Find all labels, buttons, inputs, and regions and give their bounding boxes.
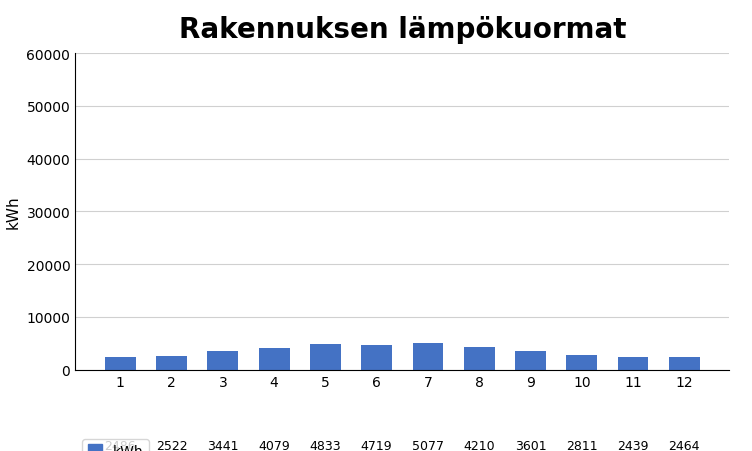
- Text: 2486: 2486: [105, 439, 136, 451]
- Bar: [156, 357, 187, 370]
- Title: Rakennuksen lämpökuormat: Rakennuksen lämpökuormat: [178, 15, 626, 43]
- Bar: [208, 352, 238, 370]
- Text: 2439: 2439: [617, 439, 649, 451]
- Bar: [413, 343, 444, 370]
- Bar: [515, 351, 546, 370]
- Text: 2464: 2464: [669, 439, 700, 451]
- Bar: [361, 345, 392, 370]
- Text: 3601: 3601: [514, 439, 546, 451]
- Y-axis label: kWh: kWh: [6, 195, 21, 229]
- Text: 4833: 4833: [310, 439, 341, 451]
- Text: 4719: 4719: [361, 439, 393, 451]
- Bar: [259, 348, 290, 370]
- Bar: [669, 357, 699, 370]
- Text: 5077: 5077: [412, 439, 444, 451]
- Bar: [464, 348, 495, 370]
- Text: 2522: 2522: [156, 439, 187, 451]
- Text: 3441: 3441: [207, 439, 238, 451]
- Bar: [105, 357, 135, 370]
- Bar: [566, 355, 597, 370]
- Legend: kWh: kWh: [82, 439, 149, 451]
- Text: 4210: 4210: [463, 439, 495, 451]
- Bar: [310, 345, 341, 370]
- Text: 2811: 2811: [566, 439, 598, 451]
- Bar: [617, 357, 648, 370]
- Text: 4079: 4079: [258, 439, 290, 451]
